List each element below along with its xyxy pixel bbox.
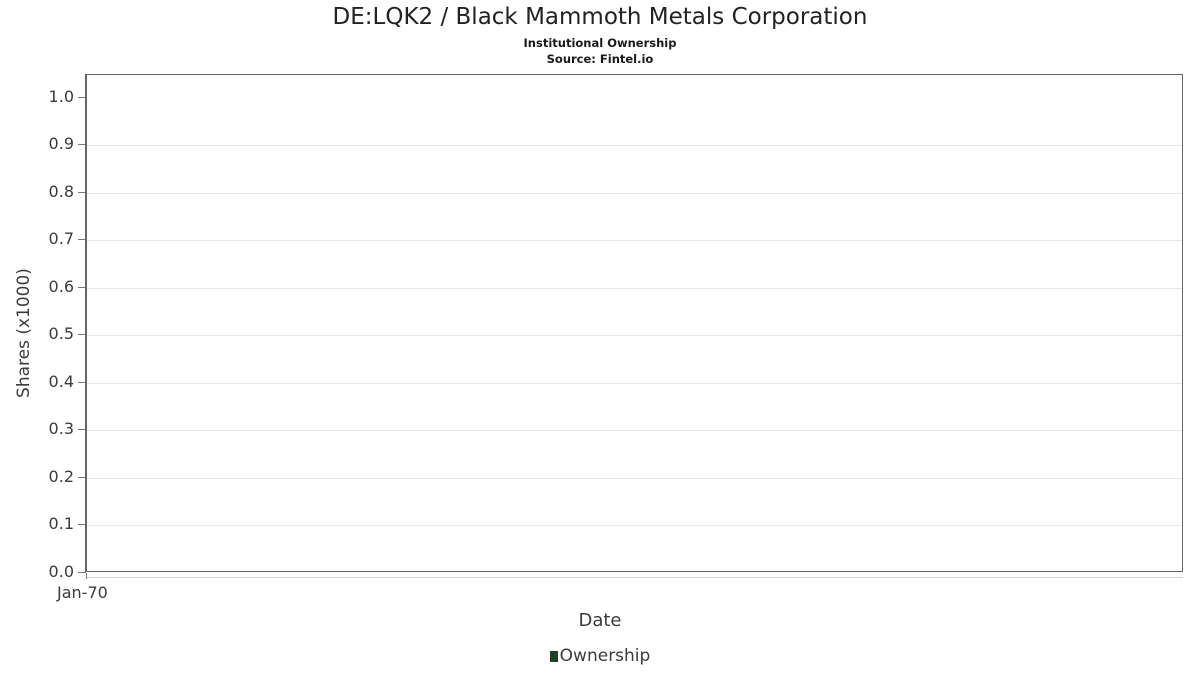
y-tick-mark-0.3	[78, 429, 85, 430]
y-tick-label-0.0: 0.0	[48, 562, 74, 581]
y-tick-mark-0.6	[78, 287, 85, 288]
axis-underline	[86, 577, 1183, 578]
y-tick-mark-0.5	[78, 334, 85, 335]
y-tick-mark-0.9	[78, 144, 85, 145]
y-tick-label-1.0: 1.0	[48, 87, 74, 106]
gridline-0.2	[87, 478, 1182, 479]
y-tick-label-0.7: 0.7	[48, 229, 74, 248]
y-tick-label-0.2: 0.2	[48, 467, 74, 486]
y-tick-mark-0.0	[78, 572, 85, 573]
legend-swatch-icon	[549, 651, 558, 662]
y-tick-label-0.4: 0.4	[48, 372, 74, 391]
gridline-0.1	[87, 525, 1182, 526]
y-tick-label-0.8: 0.8	[48, 182, 74, 201]
gridline-0.9	[87, 145, 1182, 146]
chart-subtitle: Institutional Ownership	[523, 36, 677, 50]
y-axis-line	[85, 74, 86, 573]
legend-item-ownership[interactable]: Ownership	[549, 646, 651, 666]
y-tick-label-0.9: 0.9	[48, 134, 74, 153]
y-tick-label-0.5: 0.5	[48, 324, 74, 343]
gridline-0.6	[87, 288, 1182, 289]
y-tick-label-0.3: 0.3	[48, 419, 74, 438]
y-tick-mark-1.0	[78, 97, 85, 98]
chart-source-caption: Source: Fintel.io	[546, 52, 654, 66]
y-tick-label-0.6: 0.6	[48, 277, 74, 296]
legend-item-label: Ownership	[559, 646, 651, 666]
x-axis-title: Date	[578, 610, 622, 631]
chart-title: DE:LQK2 / Black Mammoth Metals Corporati…	[332, 4, 868, 30]
y-tick-mark-0.2	[78, 477, 85, 478]
x-tick-label-jan-70: Jan-70	[57, 583, 108, 602]
gridline-0.5	[87, 335, 1182, 336]
y-tick-mark-0.7	[78, 239, 85, 240]
y-tick-mark-0.1	[78, 524, 85, 525]
gridline-0.3	[87, 430, 1182, 431]
gridline-0.4	[87, 383, 1182, 384]
plot-area	[86, 74, 1183, 572]
gridline-0.7	[87, 240, 1182, 241]
x-tick-mark-jan-70	[86, 573, 87, 579]
y-tick-mark-0.4	[78, 382, 85, 383]
gridline-0.8	[87, 193, 1182, 194]
y-tick-label-0.1: 0.1	[48, 514, 74, 533]
chart-legend: Ownership	[0, 648, 1200, 665]
y-tick-mark-0.8	[78, 192, 85, 193]
data-series-layer	[87, 75, 1182, 571]
